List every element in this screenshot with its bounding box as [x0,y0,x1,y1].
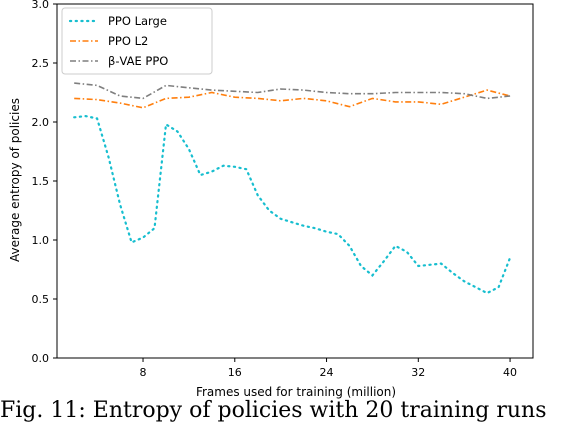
y-tick-label: 1.5 [32,175,50,188]
x-tick-label: 32 [411,366,425,379]
legend-label-2: β-VAE PPO [108,54,168,68]
axes: 8 16 24 32 40 0.0 0.5 1.0 1.5 2.0 2.5 3.0 [32,0,534,379]
y-tick-label: 2.5 [32,57,50,70]
legend: PPO Large PPO L2 β-VAE PPO [61,7,213,75]
series-line-2 [74,82,511,100]
legend-label-0: PPO Large [108,14,167,28]
y-tick-label: 2.0 [32,116,50,129]
entropy-line-chart: 8 16 24 32 40 0.0 0.5 1.0 1.5 2.0 2.5 3.0 PPO Large… [8,0,534,399]
series-line-1 [74,89,511,109]
plot-area [73,82,512,295]
x-tick-label: 24 [320,366,334,379]
y-tick-label: 3.0 [32,0,50,11]
series-line-0 [73,114,512,295]
y-axis-label: Average entropy of policies [8,98,22,262]
x-tick-label: 40 [503,366,517,379]
x-tick-label: 8 [140,366,147,379]
y-tick-label: 0.5 [32,293,50,306]
y-tick-label: 1.0 [32,234,50,247]
figure-caption: Fig. 11: Entropy of policies with 20 tra… [0,398,547,423]
legend-label-1: PPO L2 [108,34,148,48]
y-tick-label: 0.0 [32,352,50,365]
x-axis-label: Frames used for training (million) [196,385,396,399]
legend-box [61,7,213,75]
x-tick-label: 16 [228,366,242,379]
